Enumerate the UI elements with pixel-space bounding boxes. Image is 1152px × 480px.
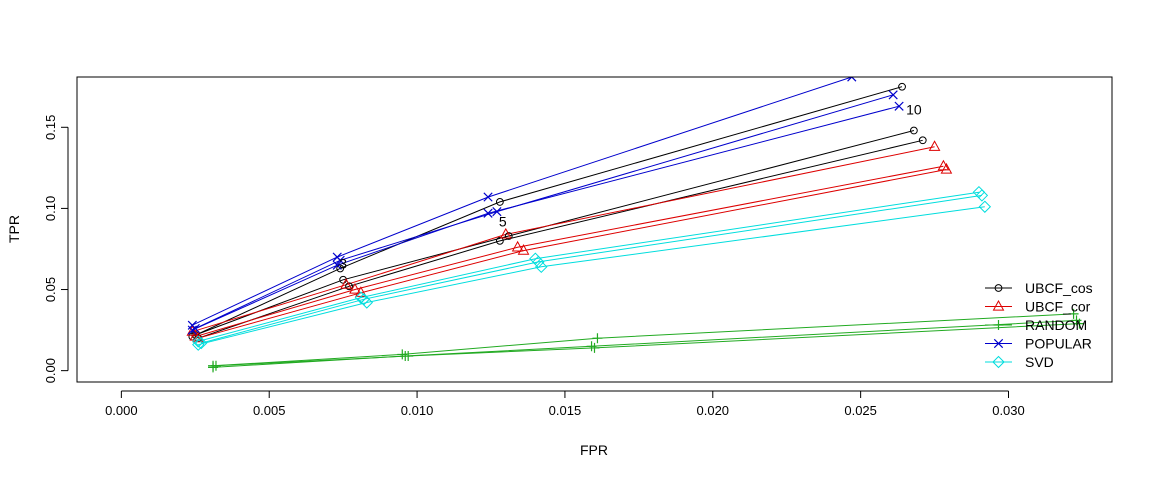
data-point-ubcf-cor: [499, 227, 512, 239]
data-point-ubcf-cor: [940, 162, 953, 174]
y-tick-label: 0.15: [43, 115, 58, 140]
series-line-ubcf-cor: [198, 169, 947, 339]
legend-marker-ubcf-cos: [994, 284, 1003, 292]
series-line-svd: [201, 194, 982, 344]
x-axis: 0.000 0.005 0.010 0.015 0.020 0.025 0.030: [105, 390, 1025, 418]
series-line-ubcf-cos: [195, 130, 915, 336]
series-lines: [192, 77, 1080, 368]
series-line-ubcf-cor: [192, 146, 935, 333]
data-point-random: [1074, 318, 1085, 329]
data-point-ubcf-cor: [349, 282, 361, 294]
data-point-ubcf-cos: [495, 236, 504, 245]
data-point-svd: [194, 336, 208, 350]
series-line-random: [212, 313, 1074, 367]
data-point-svd: [192, 338, 205, 351]
legend-marker-svd: [992, 355, 1005, 369]
legend-label-random: RANDOM: [1025, 317, 1087, 333]
series-line-ubcf-cos: [198, 139, 923, 339]
data-point-svd: [535, 260, 548, 274]
legend-label-ubcf-cos: UBCF_cos: [1025, 280, 1093, 296]
data-point-ubcf-cor: [517, 244, 530, 255]
point-annotation: 5: [499, 213, 507, 229]
series-line-svd: [198, 191, 979, 342]
y-tick-label: 0.05: [43, 277, 58, 302]
data-point-ubcf-cos: [918, 136, 927, 145]
data-point-random: [403, 351, 414, 362]
data-point-ubcf-cos: [495, 198, 504, 206]
data-point-popular: [187, 325, 197, 335]
data-point-ubcf-cos: [345, 282, 353, 291]
x-tick-label: 0.010: [401, 403, 434, 418]
legend-label-ubcf-cor: UBCF_cor: [1025, 299, 1091, 315]
x-tick-label: 0.030: [992, 403, 1025, 418]
series-line-svd: [198, 206, 985, 346]
legend-marker-ubcf-cor: [992, 299, 1005, 311]
y-tick-label: 0.00: [43, 358, 58, 383]
data-point-popular: [492, 207, 502, 217]
legend-label-svd: SVD: [1025, 354, 1054, 370]
plot-frame: [76, 76, 1113, 383]
x-tick-label: 0.005: [253, 403, 286, 418]
legend-marker-random: [993, 320, 1004, 330]
point-annotations: 3 5 10: [339, 101, 922, 271]
legend-marker-popular: [993, 338, 1004, 349]
data-point-random: [592, 333, 603, 344]
data-point-svd: [354, 291, 368, 304]
data-point-random: [589, 342, 600, 353]
data-point-ubcf-cor: [340, 278, 352, 289]
x-tick-label: 0.000: [105, 403, 138, 418]
data-point-popular: [332, 260, 342, 270]
data-point-ubcf-cor: [192, 331, 205, 343]
legend-label-popular: POPULAR: [1025, 336, 1092, 352]
series-line-popular: [195, 94, 894, 329]
series-line-popular: [192, 105, 900, 331]
data-point-popular: [888, 90, 898, 100]
data-point-popular: [335, 255, 345, 265]
series-line-ubcf-cor: [195, 165, 944, 338]
data-point-ubcf-cos: [909, 126, 918, 135]
data-point-popular: [483, 208, 493, 218]
data-point-ubcf-cor: [928, 140, 941, 151]
data-point-svd: [975, 189, 989, 202]
data-point-popular: [847, 77, 857, 82]
data-point-popular: [483, 192, 493, 202]
data-point-ubcf-cos: [898, 82, 906, 91]
data-point-svd: [532, 255, 545, 269]
data-point-random: [210, 360, 221, 371]
x-tick-label: 0.015: [549, 403, 582, 418]
point-annotation: 3: [339, 255, 347, 271]
data-point-ubcf-cor: [189, 330, 202, 341]
series-markers: [186, 77, 1085, 373]
y-axis-label: TPR: [6, 215, 22, 243]
point-annotation: 10: [906, 101, 922, 117]
x-axis-label: FPR: [580, 442, 608, 458]
data-point-svd: [360, 296, 374, 309]
series-line-random: [215, 323, 1080, 367]
y-tick-label: 0.10: [43, 196, 58, 221]
data-point-ubcf-cos: [336, 264, 345, 273]
x-tick-label: 0.025: [844, 403, 877, 418]
legend: UBCF_cos UBCF_cor RANDOM POPULAR SVD: [985, 280, 1093, 370]
data-point-svd: [192, 335, 205, 348]
data-point-ubcf-cor: [511, 240, 524, 252]
y-axis: 0.00 0.05 0.10 0.15: [43, 115, 69, 383]
series-line-popular: [192, 77, 852, 326]
data-point-popular: [190, 323, 200, 334]
data-point-ubcf-cos: [504, 232, 513, 240]
data-point-random: [1068, 308, 1079, 319]
series-line-random: [212, 319, 1077, 368]
x-tick-label: 0.020: [697, 403, 730, 418]
data-point-svd: [978, 200, 992, 213]
data-point-popular: [894, 101, 904, 111]
data-point-ubcf-cor: [186, 325, 199, 336]
